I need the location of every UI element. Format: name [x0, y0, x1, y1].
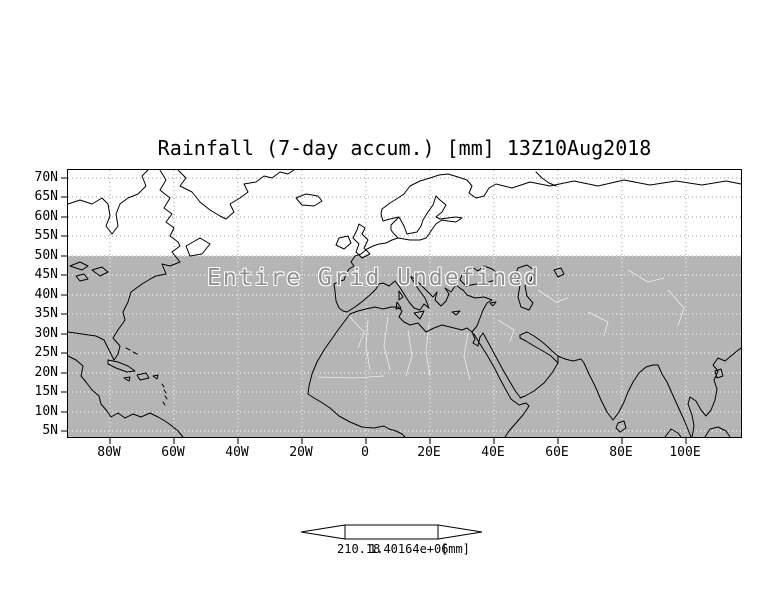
y-tick-label: 15N [34, 384, 58, 399]
map-plot-area [61, 169, 742, 444]
x-tick-label: 100E [669, 445, 701, 460]
x-tick-label: 0 [361, 445, 369, 460]
y-tick-label: 30N [34, 326, 58, 341]
y-tick-label: 50N [34, 248, 58, 263]
coastlines [67, 169, 742, 438]
y-tick-label: 5N [42, 423, 58, 438]
coastline-europe [333, 173, 742, 320]
y-tick-label: 65N [34, 189, 58, 204]
y-tick-label: 20N [34, 365, 58, 380]
x-tick-label: 80W [97, 445, 121, 460]
coastline-north-america [67, 169, 211, 438]
undefined-status-text: Entire Grid Undefined [207, 265, 540, 291]
x-tick-label: 40W [225, 445, 249, 460]
world-map [61, 169, 742, 444]
colorbar-segment [344, 524, 439, 540]
coastline-africa-asia [307, 171, 742, 438]
coastline-greenland-iceland [177, 169, 323, 220]
y-tick-label: 10N [34, 404, 58, 419]
x-tick-label: 20E [417, 445, 441, 460]
colorbar-right-arrow [437, 524, 483, 540]
x-tick-label: 20W [289, 445, 313, 460]
y-tick-label: 35N [34, 306, 58, 321]
x-tick-label: 60W [161, 445, 185, 460]
y-tick-label: 55N [34, 228, 58, 243]
y-tick-label: 70N [34, 170, 58, 185]
colorbar-left-arrow [300, 524, 346, 540]
x-tick-label: 80E [609, 445, 633, 460]
x-tick-label: 60E [545, 445, 569, 460]
y-tick-label: 25N [34, 345, 58, 360]
colorbar [300, 524, 483, 540]
colorbar-label-max: 1.40164e+06 [369, 542, 449, 556]
country-borders [317, 269, 685, 381]
y-tick-label: 40N [34, 287, 58, 302]
y-tick-label: 60N [34, 209, 58, 224]
undefined-data-region [68, 256, 741, 437]
colorbar-units-label: [mm] [441, 542, 470, 556]
colorbar-label-min: 210.18 [337, 542, 381, 556]
x-tick-label: 40E [481, 445, 505, 460]
plot-title: Rainfall (7-day accum.) [mm] 13Z10Aug201… [157, 136, 652, 160]
y-tick-label: 45N [34, 267, 58, 282]
axis-tick-marks [61, 177, 687, 444]
